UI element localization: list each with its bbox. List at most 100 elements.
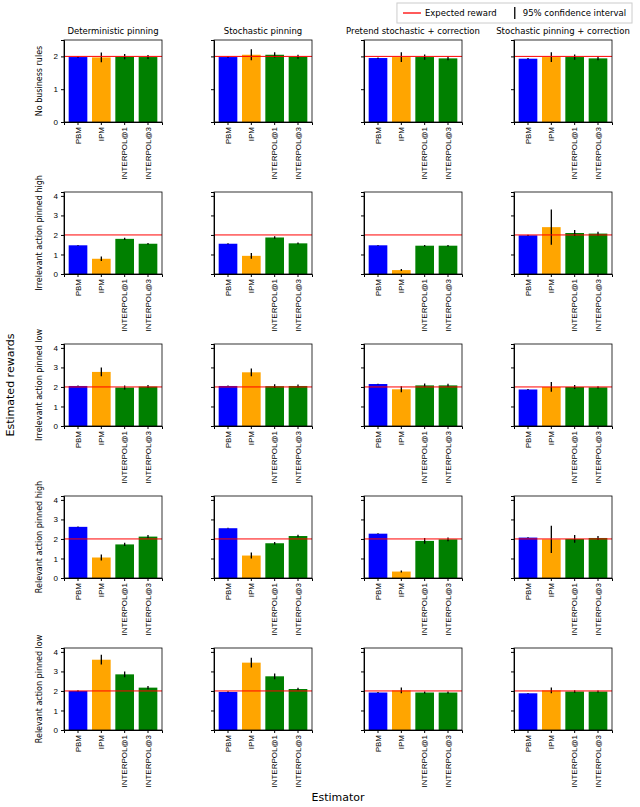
tick: 1 [54, 403, 64, 412]
tick-mark [211, 519, 214, 520]
tick-mark [511, 730, 514, 731]
tick: INTERPOL@3 [144, 730, 153, 788]
bar [289, 57, 308, 122]
error-bar [377, 57, 378, 58]
error-bar [401, 687, 402, 693]
tick-mark [78, 426, 79, 429]
tick-label: INTERPOL@3 [444, 278, 453, 331]
tick-mark [511, 539, 514, 540]
legend-box [397, 3, 632, 23]
tick [361, 215, 364, 216]
tick-label: IPM [97, 127, 106, 142]
tick-mark [511, 558, 514, 559]
expected-reward-line [514, 386, 612, 387]
tick: INTERPOL@1 [420, 730, 429, 788]
tick [511, 426, 514, 427]
error-bar [77, 244, 78, 246]
tick-label: IPM [247, 127, 256, 142]
tick-label: PBM [374, 583, 383, 601]
tick-mark [274, 274, 275, 277]
frame [364, 344, 462, 426]
tick: INTERPOL@1 [420, 426, 429, 484]
tick [211, 500, 214, 501]
tick-mark [378, 730, 379, 733]
bar [415, 57, 434, 122]
tick: 1 [54, 85, 64, 94]
plot-area [64, 655, 162, 730]
tick-label: INTERPOL@3 [144, 734, 153, 787]
tick-mark [61, 710, 64, 711]
legend-label: Expected reward [425, 8, 497, 18]
tick: IPM [547, 730, 556, 749]
tick-label: INTERPOL@1 [270, 734, 279, 787]
axis-line [215, 427, 313, 430]
tick-mark [448, 578, 449, 581]
tick: IPM [397, 578, 406, 597]
tick-mark [361, 578, 364, 579]
tick-mark [61, 387, 64, 388]
tick: INTERPOL@1 [120, 122, 129, 180]
tick: 0 [54, 118, 64, 127]
bar [565, 539, 584, 578]
tick-mark [551, 426, 552, 429]
tick-label: PBM [524, 279, 533, 297]
error-bar [101, 555, 102, 561]
subplot: PBMIPMINTERPOL@1INTERPOL@3 [361, 496, 463, 636]
bar [392, 690, 411, 730]
axis-line [61, 193, 65, 275]
error-bar [251, 658, 252, 668]
plot-area [364, 533, 462, 578]
y-axis: 01234 [54, 344, 65, 431]
tick-mark [228, 730, 229, 733]
y-axis: 01234 [54, 192, 65, 279]
tick: PBM [524, 122, 533, 144]
tick-mark [528, 122, 529, 125]
tick-mark [61, 426, 64, 427]
tick-label: INTERPOL@1 [570, 126, 579, 179]
tick-label: INTERPOL@1 [420, 734, 429, 787]
tick-mark [511, 500, 514, 501]
tick [211, 274, 214, 275]
tick-mark [448, 274, 449, 277]
x-axis: PBMIPMINTERPOL@1INTERPOL@3 [365, 274, 463, 332]
tick: INTERPOL@3 [594, 426, 603, 484]
tick-label: 3 [54, 515, 59, 524]
tick: PBM [224, 122, 233, 144]
tick [361, 387, 364, 388]
bar [392, 270, 411, 274]
subplot: PBMIPMINTERPOL@1INTERPOL@3Pretend stocha… [346, 26, 480, 180]
error-bar [401, 571, 402, 573]
tick-mark [211, 500, 214, 501]
plot-area [214, 658, 312, 730]
tick-label: 4 [54, 496, 59, 505]
tick-mark [574, 578, 575, 581]
subplot: PBMIPMINTERPOL@1INTERPOL@3Stochastic pin… [496, 26, 630, 180]
bar [69, 57, 88, 122]
tick-mark [228, 426, 229, 429]
tick-label: IPM [547, 583, 556, 598]
bar [589, 692, 608, 730]
bar [369, 693, 388, 730]
tick-mark [361, 406, 364, 407]
legend-symbol [403, 12, 421, 13]
tick-mark [211, 254, 214, 255]
tick-mark [148, 274, 149, 277]
frame [214, 40, 312, 122]
error-bar [124, 238, 125, 240]
tick: 2 [54, 231, 64, 240]
tick-mark [511, 387, 514, 388]
tick-label: INTERPOL@3 [294, 582, 303, 635]
tick: IPM [97, 730, 106, 749]
bar [242, 55, 261, 122]
frame [514, 192, 612, 274]
error-bar [251, 368, 252, 376]
axis-line [61, 497, 65, 579]
tick-mark [78, 274, 79, 277]
bar [289, 386, 308, 426]
bar [69, 691, 88, 730]
tick: INTERPOL@3 [294, 122, 303, 180]
bar [265, 386, 284, 426]
error-bar [424, 54, 425, 59]
tick-mark [124, 274, 125, 277]
tick-label: PBM [224, 279, 233, 297]
